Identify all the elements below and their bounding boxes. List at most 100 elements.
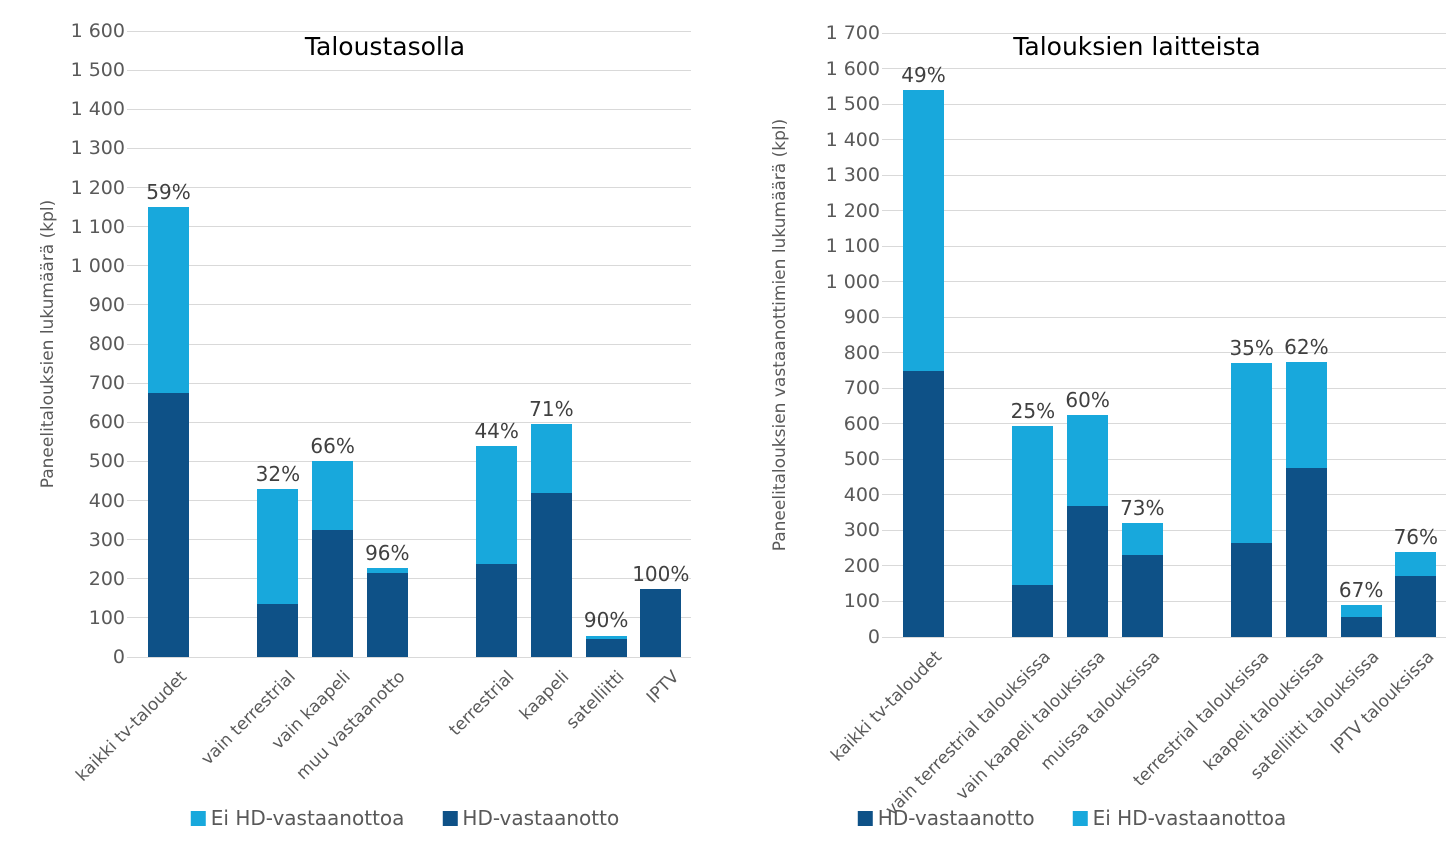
y-tick-label: 1 000 [70, 254, 125, 277]
y-tick-label: 900 [843, 306, 880, 329]
x-category-label: kaikki tv-taloudet [826, 647, 946, 766]
gridline [882, 494, 1446, 496]
legend-item: Ei HD-vastaanottoa [190, 806, 405, 830]
bar-segment-ei-hd-vastaanottoa [1067, 414, 1109, 506]
bar-segment-ei-hd-vastaanottoa [1231, 363, 1273, 543]
bar-segment-hd-vastaanotto [476, 563, 518, 657]
y-tick-label: 1 200 [70, 176, 125, 199]
chart-talouksien-laitteista: Talouksien laitteista Paneelitalouksien … [727, 0, 1453, 859]
bar-segment-ei-hd-vastaanottoa [1012, 425, 1054, 586]
bar-segment-hd-vastaanotto [903, 370, 944, 637]
y-tick-label: 1 400 [70, 98, 125, 121]
bar-segment-ei-hd-vastaanottoa [1121, 523, 1163, 556]
bar-segment-hd-vastaanotto [312, 529, 354, 657]
y-tick-label: 1 300 [70, 137, 125, 160]
chart-title: Taloustasolla [304, 32, 466, 61]
bar-percent-label: 60% [1065, 387, 1110, 412]
x-category-label: IPTV talouksissa [1326, 647, 1438, 759]
bar-segment-ei-hd-vastaanottoa [476, 445, 518, 564]
bar-percent-label: 90% [583, 608, 629, 633]
y-tick-label: 500 [843, 448, 880, 471]
gridline [127, 226, 691, 228]
gridline [882, 600, 1446, 602]
y-tick-label: 1 100 [825, 235, 880, 258]
bar-segment-ei-hd-vastaanottoa [148, 207, 189, 393]
y-tick-label: 1 000 [825, 270, 880, 293]
gridline [882, 565, 1446, 567]
gridline [882, 210, 1446, 212]
gridline [882, 281, 1446, 283]
legend-swatch-ei-hd [1072, 810, 1088, 826]
y-tick-label: 1 200 [825, 199, 880, 222]
gridline [127, 30, 691, 32]
bar-percent-label: 32% [255, 461, 301, 486]
gridline [882, 139, 1446, 141]
legend-label: Ei HD-vastaanottoa [1092, 806, 1287, 830]
bar-percent-label: 96% [365, 541, 410, 566]
gridline [127, 265, 691, 267]
bar-percent-label: 73% [1120, 496, 1165, 521]
y-tick-label: 700 [88, 372, 125, 395]
gridline [882, 316, 1446, 318]
bar-segment-ei-hd-vastaanottoa [903, 89, 944, 371]
legend-label: Ei HD-vastaanottoa [210, 806, 405, 830]
y-tick-label: 1 700 [825, 22, 880, 44]
bar-segment-hd-vastaanotto [1012, 585, 1054, 637]
chart-title: Talouksien laitteista [1013, 32, 1261, 61]
gridline [882, 174, 1446, 176]
gridline [882, 32, 1446, 34]
x-category-label: satelliitti [562, 667, 629, 734]
bar-percent-label: 44% [474, 418, 519, 443]
bar-segment-hd-vastaanotto [1285, 468, 1327, 637]
bar-segment-hd-vastaanotto [148, 392, 189, 657]
x-axis-line [882, 636, 1446, 638]
bar-percent-label: 100% [632, 561, 690, 586]
bar-segment-hd-vastaanotto [1340, 617, 1382, 637]
bar-segment-ei-hd-vastaanottoa [257, 488, 299, 605]
y-tick-label: 400 [843, 483, 880, 506]
x-category-label: terrestrial [445, 667, 519, 741]
y-tick-label: 400 [88, 489, 125, 512]
y-tick-label: 600 [88, 411, 125, 434]
gridline [882, 529, 1446, 531]
y-tick-label: 500 [88, 450, 125, 473]
bar-percent-label: 67% [1338, 578, 1384, 603]
gridline [127, 147, 691, 149]
bar-segment-ei-hd-vastaanottoa [312, 461, 354, 530]
gridline [127, 187, 691, 188]
y-tick-label: 200 [843, 554, 880, 577]
plot-area: 0 100 200 300 400 500 600 700 800 900 1 000 1 100 1 … [71, 21, 691, 786]
x-axis-line [127, 656, 691, 658]
legend: Ei HD-vastaanottoa HD-vastaanotto [190, 806, 620, 830]
gridline [882, 245, 1446, 247]
bar-percent-label: 66% [310, 434, 355, 459]
x-category-label: IPTV [642, 667, 683, 708]
y-tick-label: 300 [88, 528, 125, 551]
bar-segment-ei-hd-vastaanottoa [585, 635, 627, 640]
y-tick-label: 0 [867, 626, 880, 648]
y-tick-label: 1 600 [825, 57, 880, 80]
bar-segment-hd-vastaanotto [585, 639, 627, 657]
legend-swatch-hd [857, 810, 873, 826]
gridline [127, 69, 691, 71]
y-tick-label: 600 [843, 412, 880, 435]
y-tick-label: 100 [88, 606, 125, 629]
bar-segment-ei-hd-vastaanottoa [1395, 551, 1437, 576]
legend-item: Ei HD-vastaanottoa [1072, 806, 1287, 830]
y-tick-label: 200 [88, 567, 125, 590]
bar-percent-label: 62% [1284, 334, 1329, 359]
bar-segment-hd-vastaanotto [257, 604, 299, 657]
gridline [882, 103, 1446, 105]
y-tick-label: 800 [88, 333, 125, 355]
gridline [882, 352, 1446, 354]
bar-percent-label: 59% [146, 180, 191, 205]
bar-segment-hd-vastaanotto [1121, 555, 1163, 637]
legend-label: HD-vastaanotto [877, 806, 1035, 830]
y-tick-label: 800 [843, 341, 880, 364]
gridline [127, 382, 691, 384]
bar-percent-label: 71% [529, 397, 574, 422]
legend-label: HD-vastaanotto [462, 806, 620, 830]
bar-percent-label: 76% [1393, 524, 1439, 549]
gridline [127, 421, 691, 423]
